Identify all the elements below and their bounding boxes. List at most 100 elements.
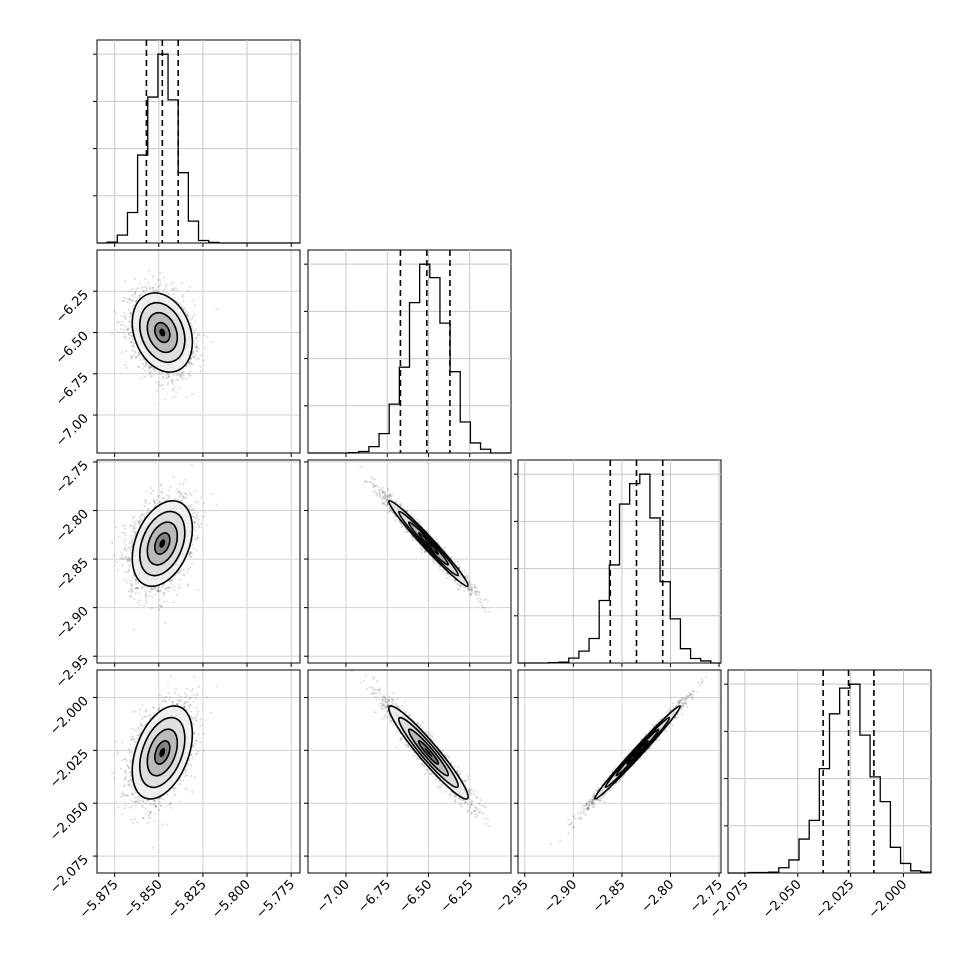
- scatter-point: [200, 522, 203, 525]
- scatter-point: [145, 601, 148, 605]
- scatter-point: [148, 502, 151, 505]
- scatter-point: [164, 621, 167, 625]
- scatter-point: [202, 515, 205, 518]
- scatter-point: [141, 289, 145, 292]
- scatter-point: [138, 599, 141, 602]
- scatter-point: [196, 349, 199, 352]
- scatter-point: [202, 359, 205, 362]
- scatter-point: [173, 386, 176, 389]
- scatter-point: [185, 492, 188, 495]
- scatter-point: [180, 372, 183, 376]
- scatter-point: [151, 489, 155, 492]
- scatter-point: [154, 593, 157, 596]
- scatter-point: [127, 332, 130, 335]
- scatter-point: [126, 559, 129, 562]
- scatter-point: [202, 333, 205, 337]
- scatter-point: [124, 570, 128, 574]
- scatter-point: [128, 568, 131, 571]
- scatter-point: [175, 289, 178, 292]
- scatter-point: [161, 376, 164, 379]
- scatter-point: [187, 505, 190, 508]
- scatter-point: [195, 345, 198, 349]
- scatter-point: [161, 371, 164, 374]
- scatter-point: [132, 527, 135, 530]
- scatter-point: [161, 497, 165, 500]
- scatter-point: [190, 508, 193, 511]
- scatter-point: [182, 377, 185, 380]
- scatter-point: [181, 499, 184, 502]
- scatter-point: [123, 280, 126, 283]
- scatter-point: [130, 311, 133, 314]
- scatter-panel-1-0: [93, 249, 301, 457]
- scatter-point: [176, 378, 180, 381]
- scatter-point: [192, 349, 195, 352]
- scatter-point: [159, 483, 162, 486]
- scatter-point: [189, 362, 192, 365]
- scatter-point: [124, 578, 127, 581]
- scatter-point: [131, 576, 134, 579]
- scatter-point: [197, 518, 200, 521]
- scatter-point: [131, 541, 134, 544]
- scatter-point: [189, 358, 192, 361]
- scatter-point: [138, 520, 141, 523]
- scatter-point: [159, 384, 162, 387]
- scatter-point: [121, 556, 124, 559]
- scatter-point: [130, 334, 133, 338]
- scatter-point: [171, 379, 174, 382]
- scatter-point: [124, 335, 127, 338]
- scatter-point: [128, 337, 131, 340]
- scatter-point: [139, 293, 143, 296]
- scatter-point: [166, 376, 169, 379]
- scatter-point: [193, 515, 196, 518]
- scatter-point: [143, 498, 146, 501]
- scatter-point: [171, 579, 174, 582]
- scatter-point: [178, 374, 182, 377]
- scatter-point: [147, 594, 150, 597]
- scatter-point: [123, 548, 126, 551]
- scatter-point: [126, 581, 129, 584]
- scatter-point: [197, 536, 200, 539]
- scatter-point: [134, 300, 138, 303]
- scatter-point: [152, 588, 155, 591]
- scatter-point: [153, 369, 156, 372]
- scatter-point: [128, 333, 131, 336]
- scatter-point: [194, 346, 197, 349]
- scatter-point: [149, 365, 153, 368]
- scatter-point: [122, 558, 125, 561]
- scatter-point: [183, 496, 186, 499]
- scatter-point: [131, 345, 135, 348]
- scatter-point: [191, 352, 194, 355]
- scatter-point: [148, 590, 152, 593]
- scatter-point: [133, 525, 136, 528]
- scatter-point: [187, 364, 190, 367]
- scatter-point: [126, 327, 130, 330]
- scatter-point: [136, 587, 139, 590]
- scatter-point: [172, 373, 175, 376]
- scatter-point: [194, 525, 197, 528]
- scatter-point: [156, 589, 159, 593]
- scatter-point: [131, 307, 134, 310]
- scatter-point: [158, 501, 161, 504]
- scatter-point: [175, 379, 178, 382]
- scatter-point: [178, 586, 181, 590]
- scatter-point: [166, 383, 169, 386]
- scatter-point: [187, 372, 190, 375]
- scatter-point: [194, 528, 197, 532]
- scatter-point: [195, 549, 198, 552]
- scatter-point: [138, 521, 141, 524]
- scatter-point: [138, 294, 141, 297]
- scatter-point: [123, 546, 126, 549]
- scatter-point: [189, 504, 192, 507]
- scatter-point: [137, 365, 140, 368]
- scatter-point: [148, 367, 151, 370]
- scatter-point: [180, 374, 183, 377]
- scatter-point: [123, 328, 126, 331]
- scatter-point: [188, 360, 191, 363]
- scatter-point: [205, 524, 208, 527]
- scatter-point: [130, 357, 133, 360]
- scatter-point: [135, 531, 138, 534]
- scatter-point: [167, 375, 170, 378]
- scatter-point: [131, 299, 134, 302]
- scatter-point: [131, 299, 134, 303]
- scatter-point: [124, 363, 127, 366]
